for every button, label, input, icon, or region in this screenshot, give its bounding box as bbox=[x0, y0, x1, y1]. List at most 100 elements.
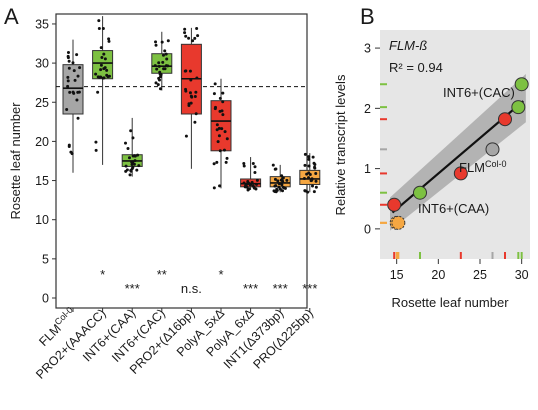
data-point bbox=[312, 190, 316, 194]
data-point bbox=[94, 72, 98, 76]
data-point bbox=[281, 177, 285, 181]
data-point bbox=[133, 154, 137, 158]
data-point bbox=[76, 74, 80, 78]
data-point bbox=[280, 189, 284, 193]
data-point bbox=[276, 179, 280, 183]
y-tick-label: 1 bbox=[364, 162, 371, 176]
data-point bbox=[128, 173, 132, 177]
data-point bbox=[103, 57, 107, 61]
data-point bbox=[135, 168, 139, 172]
box-8: *** bbox=[269, 163, 291, 296]
significance-label: *** bbox=[243, 281, 258, 296]
data-point bbox=[66, 50, 70, 54]
data-point bbox=[189, 78, 193, 82]
data-point bbox=[314, 179, 318, 183]
data-point bbox=[96, 90, 100, 94]
data-point bbox=[271, 163, 275, 167]
data-point bbox=[216, 140, 220, 144]
data-point bbox=[162, 67, 166, 71]
data-point bbox=[212, 186, 216, 190]
data-point bbox=[221, 100, 225, 104]
data-point bbox=[184, 34, 188, 38]
data-point bbox=[133, 159, 137, 163]
data-point bbox=[213, 107, 217, 111]
data-point bbox=[154, 40, 158, 44]
annotation-int6-caa: INT6+(CAA) bbox=[418, 201, 489, 216]
panel-a-frame bbox=[55, 13, 308, 309]
data-point bbox=[166, 64, 170, 68]
data-point bbox=[99, 68, 103, 72]
data-point bbox=[184, 134, 188, 138]
data-point bbox=[72, 69, 76, 73]
data-point bbox=[280, 183, 284, 187]
data-point bbox=[94, 140, 98, 144]
data-point bbox=[161, 53, 165, 57]
data-point bbox=[251, 184, 255, 188]
panel-b-axes: 15 20 25 30 0 1 2 3 bbox=[364, 42, 529, 282]
data-point bbox=[67, 143, 71, 147]
data-point bbox=[307, 157, 311, 161]
data-point bbox=[193, 120, 197, 124]
data-point bbox=[188, 69, 192, 73]
data-point bbox=[76, 90, 80, 94]
panel-b-ylabel: Relative transcript levels bbox=[333, 74, 348, 215]
data-point bbox=[223, 130, 227, 134]
annotation-flm-sup: Col-0 bbox=[485, 159, 507, 169]
data-point bbox=[124, 169, 128, 173]
data-point bbox=[183, 69, 187, 73]
data-point bbox=[66, 75, 70, 79]
data-point bbox=[161, 60, 165, 64]
box-6: * bbox=[210, 78, 232, 282]
data-point bbox=[132, 162, 136, 166]
data-point bbox=[107, 37, 111, 41]
y-tick-label: 15 bbox=[35, 174, 49, 188]
data-point bbox=[68, 90, 72, 94]
data-point bbox=[303, 163, 307, 167]
data-point bbox=[273, 177, 277, 181]
data-point bbox=[255, 182, 259, 186]
box-body bbox=[62, 64, 84, 115]
x-tick-label: 15 bbox=[390, 268, 404, 282]
data-point bbox=[166, 39, 170, 43]
data-point bbox=[212, 162, 216, 166]
data-point bbox=[157, 78, 161, 82]
data-point bbox=[215, 128, 219, 132]
data-point bbox=[248, 183, 252, 187]
data-point bbox=[274, 184, 278, 188]
box-4: ** bbox=[151, 31, 173, 282]
data-point bbox=[253, 171, 257, 175]
data-point bbox=[218, 96, 222, 100]
data-point bbox=[163, 49, 167, 53]
data-point bbox=[212, 92, 216, 96]
data-point bbox=[157, 64, 161, 68]
data-point bbox=[281, 179, 285, 183]
annotation-int6-cac: INT6+(CAC) bbox=[443, 85, 515, 100]
panel-b: B Relative transcript levels Rosette lea… bbox=[333, 4, 530, 310]
y-tick-label: 30 bbox=[35, 57, 49, 71]
significance-label: ** bbox=[157, 267, 167, 282]
data-point bbox=[124, 141, 128, 145]
data-point bbox=[155, 67, 159, 71]
data-point bbox=[154, 81, 158, 85]
data-point-orange bbox=[391, 215, 406, 230]
y-tick-label: 10 bbox=[35, 213, 49, 227]
annotation-flm-main: FLM bbox=[459, 160, 485, 175]
significance-label: * bbox=[100, 267, 105, 282]
y-tick-label: 3 bbox=[364, 42, 371, 56]
data-point bbox=[189, 94, 193, 98]
data-point-green bbox=[511, 100, 526, 115]
panel-a-plot: ******n.s.**** *** *** bbox=[56, 16, 321, 296]
data-point bbox=[213, 82, 217, 86]
data-point bbox=[165, 57, 169, 61]
box-2: * bbox=[92, 16, 114, 282]
panel-b-xlabel: Rosette leaf number bbox=[391, 295, 509, 310]
panel-a-x-axis: FLMCol-0PRO2+(AAACC)INT6+(CAA)INT6+(CAC)… bbox=[33, 305, 316, 382]
data-point bbox=[184, 89, 188, 93]
box-7: *** bbox=[240, 157, 262, 296]
data-point bbox=[137, 164, 141, 168]
x-tick-label: 25 bbox=[473, 268, 487, 282]
significance-label: *** bbox=[302, 281, 317, 296]
box-1 bbox=[62, 39, 84, 173]
data-point bbox=[314, 185, 318, 189]
